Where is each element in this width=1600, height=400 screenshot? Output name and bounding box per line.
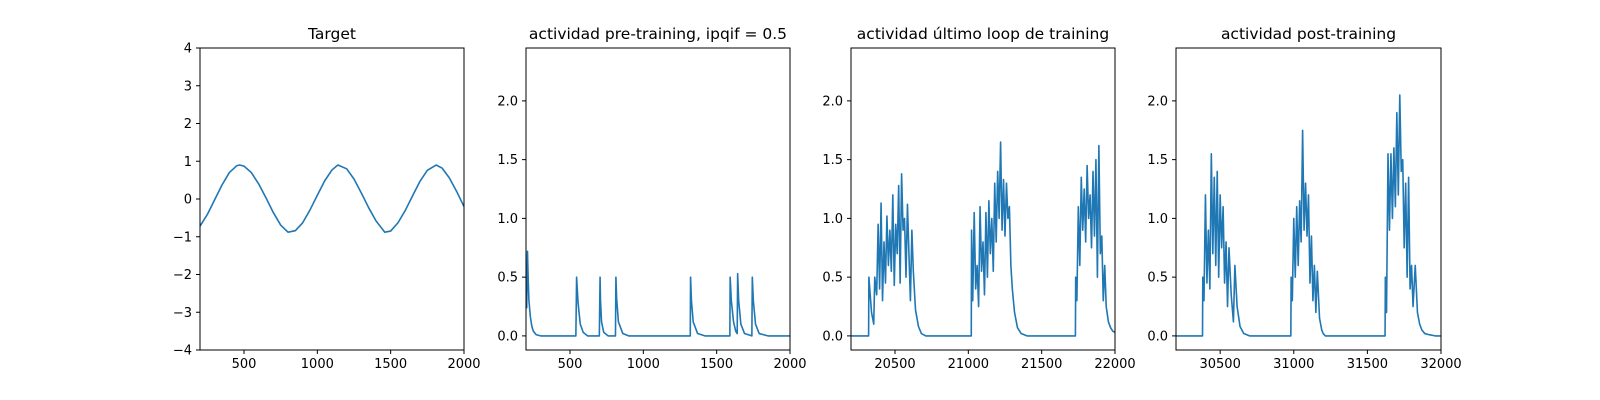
chart-title-1: Target: [307, 25, 356, 43]
chart-title-4: actividad post-training: [1221, 25, 1396, 43]
x-tick-label-1-3: 1500: [374, 357, 407, 372]
y-tick-label-1-1: −4: [173, 344, 192, 359]
y-tick-label-3-4: 1.5: [822, 153, 843, 168]
chart-panel-3: 20500 21000 21500 22000 0.0 0.5 1.0 1.5 2.0 activ…: [822, 25, 1135, 372]
y-tick-label-3-2: 0.5: [822, 271, 843, 286]
y-tick-label-4-3: 1.0: [1147, 212, 1168, 227]
y-tick-label-1-6: 1: [184, 155, 192, 170]
y-tick-label-3-1: 0.0: [822, 329, 843, 344]
x-tick-label-3-4: 22000: [1094, 357, 1135, 372]
y-tick-label-2-5: 2.0: [497, 94, 518, 109]
y-tick-label-1-4: −1: [173, 230, 192, 245]
y-tick-label-2-3: 1.0: [497, 212, 518, 227]
x-tick-label-3-3: 21500: [1021, 357, 1062, 372]
x-tick-label-4-1: 30500: [1199, 357, 1240, 372]
x-tick-label-1-4: 2000: [447, 357, 480, 372]
x-tick-label-2-4: 2000: [773, 357, 806, 372]
x-tick-label-3-2: 21000: [948, 357, 989, 372]
y-tick-label-1-9: 4: [184, 42, 192, 57]
y-tick-label-1-2: −3: [173, 306, 192, 321]
x-tick-label-1-1: 500: [232, 357, 257, 372]
x-tick-label-2-1: 500: [558, 357, 583, 372]
y-tick-label-4-2: 0.5: [1147, 271, 1168, 286]
axes-frame-2: [525, 47, 791, 351]
x-tick-label-1-2: 1000: [301, 357, 334, 372]
x-tick-label-2-3: 1500: [700, 357, 733, 372]
series-line-3-1: [851, 141, 1115, 337]
y-tick-label-2-2: 0.5: [497, 271, 518, 286]
series-line-1-1: [200, 164, 464, 234]
y-tick-label-2-1: 0.0: [497, 329, 518, 344]
y-tick-label-3-3: 1.0: [822, 212, 843, 227]
chart-title-2: actividad pre-training, ipqif = 0.5: [529, 25, 787, 43]
chart-title-3: actividad último loop de training: [857, 25, 1109, 43]
y-tick-label-4-5: 2.0: [1147, 94, 1168, 109]
axes-frame-3: [850, 47, 1116, 351]
y-tick-label-1-8: 3: [184, 79, 192, 94]
y-tick-label-1-7: 2: [184, 117, 192, 132]
chart-panel-2: 500 1000 1500 2000 0.0 0.5 1.0 1.5 2.0 actividad …: [497, 25, 806, 372]
y-tick-label-1-5: 0: [184, 193, 192, 208]
y-tick-label-4-4: 1.5: [1147, 153, 1168, 168]
y-tick-label-4-1: 0.0: [1147, 329, 1168, 344]
series-line-4-1: [1176, 94, 1441, 337]
x-tick-label-4-4: 32000: [1420, 357, 1461, 372]
x-tick-label-2-2: 1000: [627, 357, 660, 372]
x-tick-label-4-2: 31000: [1273, 357, 1314, 372]
x-tick-label-3-1: 20500: [874, 357, 915, 372]
x-tick-label-4-3: 31500: [1347, 357, 1388, 372]
series-line-2-1: [526, 250, 790, 337]
axes-frame-4: [1175, 47, 1442, 351]
y-tick-label-3-5: 2.0: [822, 94, 843, 109]
chart-panel-1: 500 1000 1500 2000 −4 −3 −2 −1 0 1 2 3 4 Target: [173, 25, 481, 372]
y-tick-label-2-4: 1.5: [497, 153, 518, 168]
chart-panel-4: 30500 31000 31500 32000 0.0 0.5 1.0 1.5 2.0 activ…: [1147, 25, 1461, 372]
y-tick-label-1-3: −2: [173, 268, 192, 283]
